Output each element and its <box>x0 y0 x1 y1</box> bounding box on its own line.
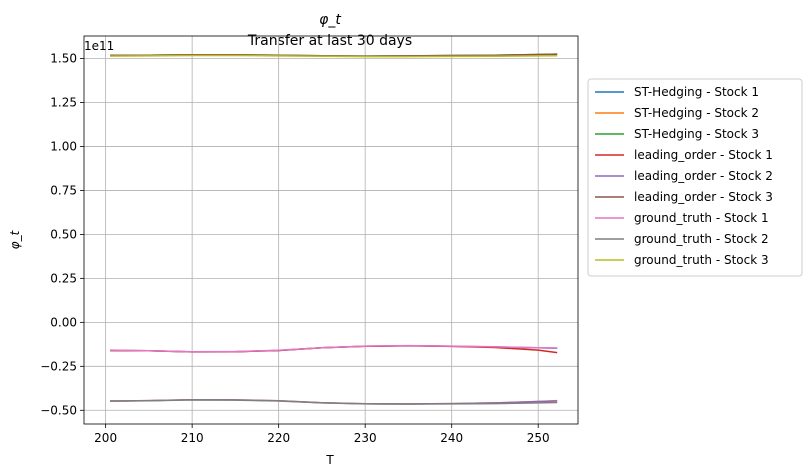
x-tick-label: 240 <box>440 431 463 445</box>
y-tick-label: 0.25 <box>50 271 77 285</box>
series-lines <box>109 53 558 405</box>
legend-label: ST-Hedging - Stock 3 <box>634 127 759 141</box>
legend-item: ST-Hedging - Stock 1 <box>595 85 759 99</box>
legend-label: ground_truth - Stock 2 <box>634 232 769 246</box>
legend-item: leading_order - Stock 3 <box>595 190 773 204</box>
x-tick-label: 200 <box>94 431 117 445</box>
chart-title: φ_t <box>319 12 341 28</box>
legend-item: ground_truth - Stock 2 <box>595 232 769 246</box>
y-tick-label: 1.25 <box>50 95 77 109</box>
x-tick-label: 250 <box>527 431 550 445</box>
grid <box>84 36 578 424</box>
legend-label: ST-Hedging - Stock 1 <box>634 85 759 99</box>
legend-label: ground_truth - Stock 3 <box>634 253 769 267</box>
y-tick-label: 1.00 <box>50 139 77 153</box>
x-tick-label: 210 <box>181 431 204 445</box>
plot-frame <box>83 35 579 425</box>
x-axis-ticks: 200 210 220 230 240 250 <box>94 424 550 445</box>
y-tick-label: 0.00 <box>50 315 77 329</box>
series-line-7 <box>109 344 558 353</box>
y-tick-label: −0.25 <box>40 359 77 373</box>
legend-label: leading_order - Stock 3 <box>634 190 773 204</box>
legend-box <box>587 78 803 277</box>
x-tick-label: 230 <box>354 431 377 445</box>
y-tick-label: 0.75 <box>50 183 77 197</box>
legend: ST-Hedging - Stock 1 ST-Hedging - Stock 2… <box>587 78 803 277</box>
title-group: φ_t Transfer at last 30 days <box>247 12 412 49</box>
legend-item: ST-Hedging - Stock 2 <box>595 106 759 120</box>
series-line-8 <box>109 399 558 405</box>
legend-item: ground_truth - Stock 3 <box>595 253 769 267</box>
y-tick-label: 1.50 <box>50 52 77 66</box>
x-tick-label: 220 <box>267 431 290 445</box>
legend-label: leading_order - Stock 2 <box>634 169 773 183</box>
legend-item: leading_order - Stock 1 <box>595 148 773 162</box>
y-axis-ticks: −0.50 −0.25 0.00 0.25 0.50 0.75 1.00 1.25 1.50 <box>40 52 84 417</box>
legend-label: ground_truth - Stock 1 <box>634 211 769 225</box>
y-offset-label: 1e11 <box>84 39 114 53</box>
chart-subtitle: Transfer at last 30 days <box>247 33 412 49</box>
y-tick-label: 0.50 <box>50 227 77 241</box>
series-line-9 <box>109 54 558 58</box>
y-tick-label: −0.50 <box>40 403 77 417</box>
y-axis-label: φ_t <box>8 229 22 249</box>
legend-item: ground_truth - Stock 1 <box>595 211 769 225</box>
legend-label: ST-Hedging - Stock 2 <box>634 106 759 120</box>
legend-item: ST-Hedging - Stock 3 <box>595 127 759 141</box>
legend-item: leading_order - Stock 2 <box>595 169 773 183</box>
x-axis-label: T <box>325 453 334 467</box>
legend-label: leading_order - Stock 1 <box>634 148 773 162</box>
